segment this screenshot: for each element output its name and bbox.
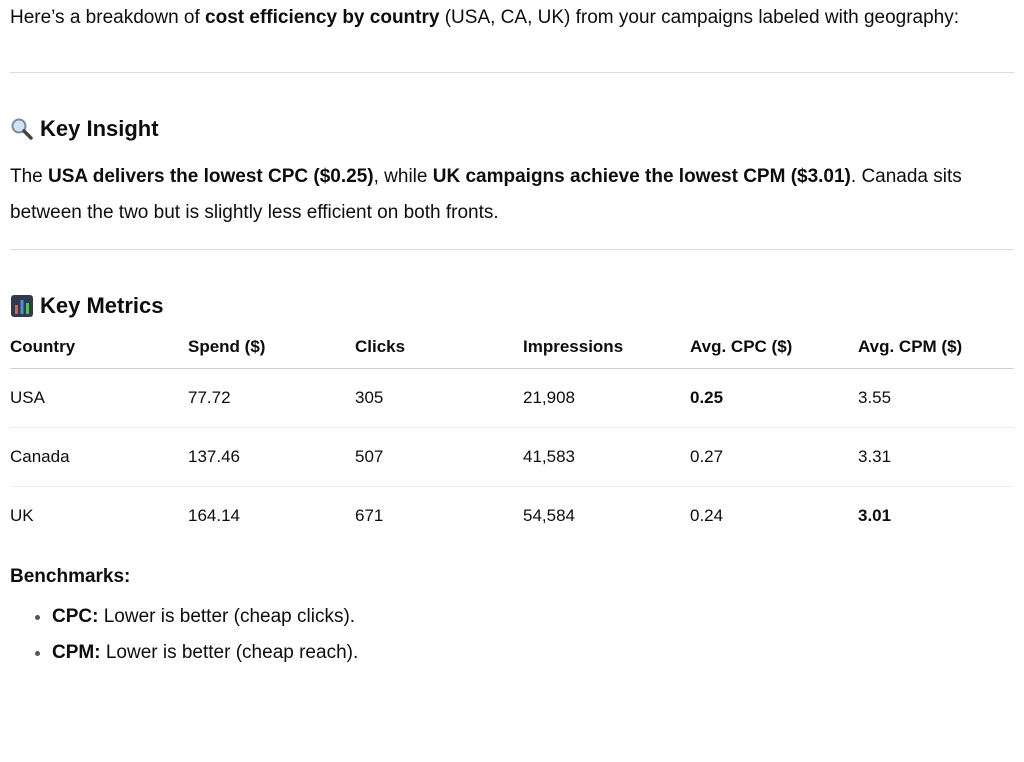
table-cell: UK (10, 506, 34, 525)
benchmarks-list: CPC: Lower is better (cheap clicks).CPM:… (10, 599, 1014, 671)
table-cell: 305 (355, 368, 523, 428)
benchmarks-title: Benchmarks: (10, 566, 131, 587)
table-cell: 164.14 (188, 506, 240, 525)
bold-text: UK campaigns achieve the lowest CPM ($3.… (432, 166, 851, 187)
table-cell: 0.27 (690, 427, 858, 487)
benchmark-item: CPM: Lower is better (cheap reach). (52, 635, 1014, 671)
bold-text: cost efficiency by country (205, 7, 440, 28)
metrics-table: Country Spend ($) Clicks Impressions Avg. CP… (10, 326, 1014, 545)
column-header: Impressions (523, 326, 690, 369)
column-header: Clicks (355, 326, 523, 369)
table-header-row: Country Spend ($) Clicks Impressions Avg. CP… (10, 326, 1014, 369)
text-run: , while (373, 166, 433, 187)
table-cell: 507 (355, 427, 523, 487)
divider (10, 72, 1014, 73)
table-cell: 3.01 (858, 487, 1014, 546)
insight-heading: Key Insight (10, 111, 1014, 147)
benchmark-label: CPM: (52, 642, 101, 663)
table-cell: 3.31 (858, 427, 1014, 487)
table-cell: 0.25 (690, 368, 858, 428)
table-cell: USA (10, 368, 188, 428)
bold-text: USA delivers the lowest CPC ($0.25) (48, 166, 374, 187)
benchmark-text: Lower is better (cheap reach). (100, 642, 359, 663)
text-run: . Canada sits between the two but is sli… (10, 166, 962, 223)
table-cell: 77.72 (188, 368, 355, 428)
divider (10, 249, 1014, 250)
table-cell: 3.55 (858, 368, 1014, 428)
metrics-heading: Key Metrics (10, 288, 1014, 324)
intro-paragraph: Here’s a breakdown of cost efficiency by… (10, 0, 1014, 36)
table-body: USA 77.72 305 21,908 0.25 3.55 Canada 137.46 507… (10, 368, 1014, 546)
table-row: Canada 137.46 507 41,583 0.27 3.31 (10, 427, 1014, 487)
column-header: Avg. CPM ($) (858, 326, 1014, 369)
cell-text: 0.25 (690, 388, 724, 407)
heading-text: Key Metrics (40, 293, 164, 318)
column-header: Country (10, 326, 188, 369)
benchmark-label: CPC: (52, 606, 99, 627)
table-row: UK 164.14 671 54,584 0.24 3.01 (10, 487, 1014, 546)
table-cell: 0.24 (690, 506, 724, 525)
magnifier-icon (11, 118, 33, 140)
table-row: USA 77.72 305 21,908 0.25 3.55 (10, 368, 1014, 428)
insight-paragraph: The USA delivers the lowest CPC ($0.25),… (10, 159, 1014, 231)
chart-icon (11, 295, 33, 317)
cell-text: 3.01 (858, 506, 892, 525)
column-header: Spend ($) (188, 326, 355, 369)
table-cell: 54,584 (523, 506, 575, 525)
table-cell: 137.46 (188, 427, 355, 487)
heading-text: Key Insight (40, 116, 159, 141)
text-run: Here’s a breakdown of (10, 7, 206, 28)
column-header: Avg. CPC ($) (690, 326, 858, 369)
text-run: The (10, 166, 49, 187)
benchmark-item: CPC: Lower is better (cheap clicks). (52, 599, 1014, 635)
benchmark-text: Lower is better (cheap clicks). (98, 606, 356, 627)
table-cell: Canada (10, 427, 188, 487)
text-run: (USA, CA, UK) from your campaigns labele… (439, 7, 960, 28)
table-cell: 41,583 (523, 427, 690, 487)
table-cell: 671 (355, 506, 384, 525)
table-cell: 21,908 (523, 368, 690, 428)
